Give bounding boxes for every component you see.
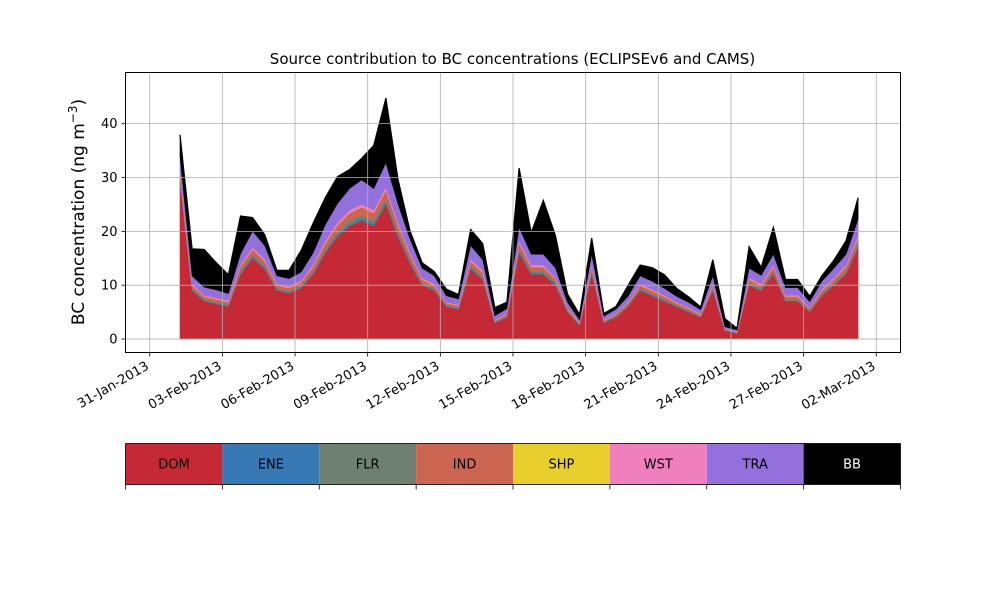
y-axis-label: BC concentration (ng m−3) <box>66 99 89 325</box>
y-axis-label-superscript: −3 <box>66 105 80 123</box>
legend-swatch-dom <box>125 443 223 485</box>
legend-label-ene: ENE <box>258 458 284 473</box>
y-tick-label: 20 <box>101 225 118 240</box>
legend-swatch-bb <box>803 443 901 485</box>
legend-label-ind: IND <box>453 458 477 473</box>
legend-swatch-tra <box>706 443 804 485</box>
legend-swatch-shp <box>513 443 610 485</box>
x-tick-label: 02-Mar-2013 <box>799 359 878 413</box>
legend-label-shp: SHP <box>549 458 575 473</box>
x-tick-label: 31-Jan-2013 <box>75 359 152 412</box>
x-tick-label: 06-Feb-2013 <box>218 359 297 413</box>
y-tick-label: 10 <box>101 279 118 294</box>
legend-swatch-wst <box>609 443 707 485</box>
legend-label-flr: FLR <box>356 458 380 473</box>
legend-label-tra: TRA <box>742 458 768 473</box>
x-tick-label: 21-Feb-2013 <box>582 359 661 413</box>
legend-label-dom: DOM <box>158 458 189 473</box>
x-tick-label: 15-Feb-2013 <box>436 359 515 413</box>
total-outline <box>179 97 859 330</box>
y-tick-label: 40 <box>101 117 118 132</box>
y-axis-label-close: ) <box>69 99 89 106</box>
y-tick-label: 30 <box>101 171 118 186</box>
legend-swatch-ene <box>222 443 320 485</box>
stacked-area-series <box>179 97 859 340</box>
legend-label-wst: WST <box>644 458 673 473</box>
x-tick-label: 24-Feb-2013 <box>654 359 733 413</box>
x-tick-label: 09-Feb-2013 <box>291 359 370 413</box>
legend-label-bb: BB <box>843 458 861 473</box>
x-axis-ticks: 31-Jan-201303-Feb-201306-Feb-201309-Feb-… <box>75 352 878 413</box>
y-axis-label-main: BC concentration (ng m <box>69 123 89 325</box>
legend-swatch-flr <box>319 443 417 485</box>
x-tick-label: 03-Feb-2013 <box>146 359 225 413</box>
grid-lines <box>125 72 901 353</box>
y-tick-label: 0 <box>109 333 117 348</box>
x-tick-label: 18-Feb-2013 <box>509 359 588 413</box>
color-legend: DOM ENE FLR IND SHP WST TRA BB <box>125 443 901 490</box>
chart-title: Source contribution to BC concentrations… <box>270 50 755 68</box>
y-axis-ticks: 0 10 20 30 40 <box>101 117 126 348</box>
legend-swatch-ind <box>416 443 513 485</box>
x-tick-label: 12-Feb-2013 <box>364 359 443 413</box>
x-tick-label: 27-Feb-2013 <box>727 359 806 413</box>
